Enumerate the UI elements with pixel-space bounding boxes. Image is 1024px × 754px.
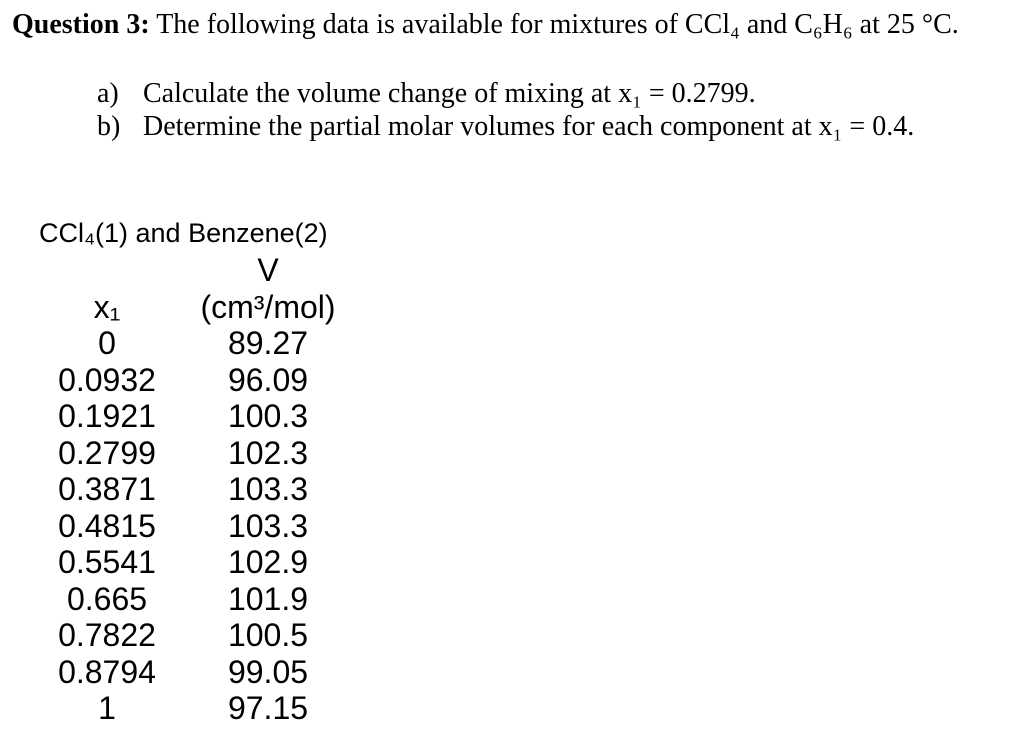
cell-v: 99.05	[227, 653, 309, 690]
cell-x1: 0.7822	[58, 617, 156, 653]
task-text: Determine the partial molar volumes for …	[143, 111, 915, 142]
task-list: a) Calculate the volume change of mixing…	[97, 77, 914, 143]
task-marker: b)	[97, 111, 121, 142]
table-row: 0.2799 102.3	[32, 435, 354, 472]
cell-x1: 0.2799	[58, 434, 156, 471]
table-body: 0 89.27 0.0932 96.09 0.1921 100.3 0.2799…	[32, 325, 354, 727]
cell-x1: 0.8794	[58, 653, 156, 690]
cell-x1: 0.1921	[58, 398, 156, 434]
table-row: 0.5541 102.9	[32, 544, 354, 581]
cell-x1: 0	[98, 325, 116, 361]
cell-v: 102.3	[227, 434, 309, 471]
table-row: 0.0932 96.09	[32, 362, 354, 399]
cell-v: 101.9	[227, 580, 309, 617]
empty-header-cell	[32, 252, 182, 289]
table-row: 0.1921 100.3	[32, 398, 354, 435]
question-label: Question 3:	[12, 9, 150, 40]
table-v-header-row: V	[32, 252, 354, 289]
table-row: 0.7822 100.5	[32, 617, 354, 654]
table-row: 1 97.15	[32, 690, 354, 727]
cell-x1: 1	[98, 690, 116, 726]
task-item-a: a) Calculate the volume change of mixing…	[97, 77, 914, 110]
table-row: 0.3871 103.3	[32, 471, 354, 508]
cell-v: 100.3	[227, 398, 309, 434]
cell-x1: 0.4815	[58, 507, 156, 544]
cell-v: 89.27	[227, 325, 309, 361]
table-row: 0.4815 103.3	[32, 508, 354, 545]
cell-v: 97.15	[227, 690, 309, 726]
cell-x1: 0.0932	[58, 361, 156, 398]
cell-v: 102.9	[227, 544, 309, 580]
cell-x1: 0.665	[66, 580, 148, 617]
v-unit-header: (cm³/mol)	[200, 288, 336, 325]
table-header-row: x₁ (cm³/mol)	[32, 289, 354, 326]
v-column-header: V	[257, 252, 279, 288]
task-marker: a)	[97, 78, 119, 109]
cell-v: 103.3	[227, 507, 309, 544]
cell-x1: 0.3871	[58, 471, 156, 507]
cell-v: 100.5	[227, 617, 309, 653]
task-item-b: b) Determine the partial molar volumes f…	[97, 110, 914, 143]
table-title: CCl₄(1) and Benzene(2)	[39, 218, 328, 248]
cell-x1: 0.5541	[58, 544, 156, 580]
x1-column-header: x₁	[93, 288, 121, 325]
table-row: 0.8794 99.05	[32, 654, 354, 691]
table-row: 0.665 101.9	[32, 581, 354, 618]
table-row: 0 89.27	[32, 325, 354, 362]
task-text: Calculate the volume change of mixing at…	[143, 78, 756, 109]
question-heading: Question 3: The following data is availa…	[12, 7, 1017, 43]
cell-v: 103.3	[227, 471, 309, 507]
data-table: CCl₄(1) and Benzene(2) V x₁ (cm³/mol) 0 …	[32, 214, 354, 727]
cell-v: 96.09	[227, 361, 309, 398]
question-text: The following data is available for mixt…	[156, 9, 959, 40]
